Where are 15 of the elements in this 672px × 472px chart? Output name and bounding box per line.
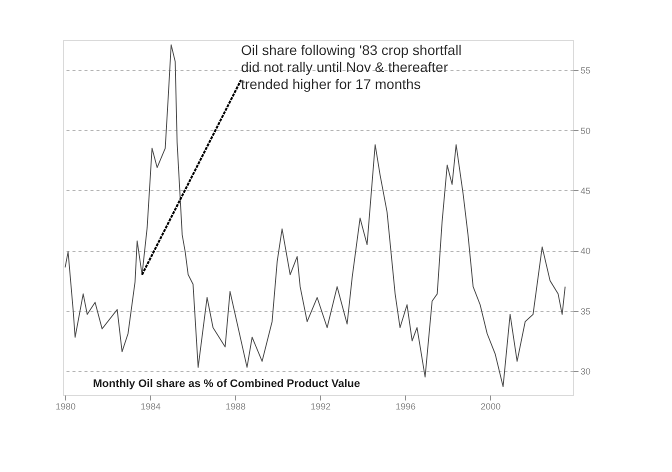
line-series [64,44,566,388]
y-tick-label: 30 [580,366,591,376]
x-tick-label: 1988 [226,402,246,412]
x-tick-label: 1984 [140,402,161,412]
y-tick-label: 35 [580,306,591,316]
y-tick-label: 55 [580,66,591,76]
x-tick-label: 2000 [480,402,501,412]
y-tick-label: 45 [580,186,591,196]
x-tick-label: 1980 [56,402,76,412]
annotation: Oil share following '83 crop shortfall did not rally until Nov & thereafter trended higher for 17 months [241,42,462,92]
x-tick-label: 1992 [310,402,331,412]
annotation: Monthly Oil share as % of Combined Product Value [93,378,360,390]
y-tick-label: 40 [580,246,591,256]
y-tick-label: 50 [580,126,591,136]
x-tick-label: 1996 [396,402,416,412]
